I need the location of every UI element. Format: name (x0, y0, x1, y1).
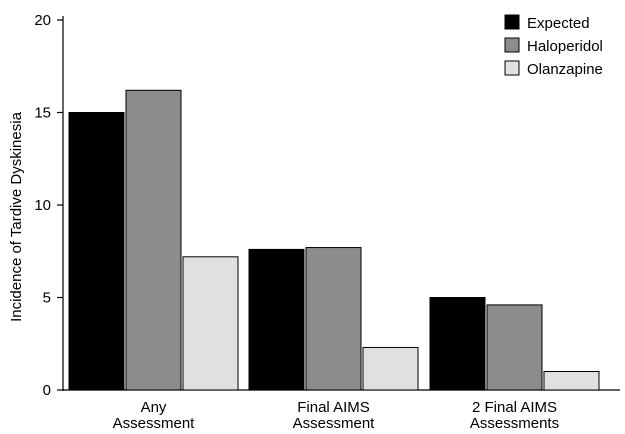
legend-swatch-olanzapine (504, 60, 520, 76)
legend-swatch-expected (504, 14, 520, 30)
bar-olanzapine-1 (182, 256, 239, 391)
bar-haloperidol-2 (305, 247, 362, 391)
bar-expected-3 (429, 297, 486, 391)
y-tick-label: 10 (34, 197, 51, 214)
bar-expected-1 (68, 112, 125, 391)
bar-haloperidol-1 (125, 89, 182, 391)
bar-haloperidol-3 (486, 304, 543, 391)
legend-label-expected: Expected (527, 15, 590, 32)
y-tick-label: 5 (43, 290, 51, 307)
bar-olanzapine-3 (543, 371, 600, 391)
x-category-label: Final AIMS (297, 399, 370, 416)
y-tick-label: 0 (43, 382, 51, 399)
legend-swatch-haloperidol (504, 37, 520, 53)
x-category-label: Assessment (113, 415, 196, 432)
legend-label-olanzapine: Olanzapine (527, 61, 603, 78)
x-category-label: Assessments (470, 415, 559, 432)
bars (68, 89, 600, 391)
legend-label-haloperidol: Haloperidol (527, 38, 603, 55)
legend: Expected Haloperidol Olanzapine (504, 14, 603, 78)
x-category-label: Any (141, 399, 167, 416)
bar-olanzapine-2 (362, 346, 419, 391)
x-category-label: 2 Final AIMS (472, 399, 557, 416)
y-axis-title: Incidence of Tardive Dyskinesia (8, 111, 25, 321)
y-tick-label: 15 (34, 105, 51, 122)
y-tick-label: 20 (34, 12, 51, 29)
x-category-label: Assessment (293, 415, 376, 432)
bar-expected-2 (248, 248, 305, 391)
